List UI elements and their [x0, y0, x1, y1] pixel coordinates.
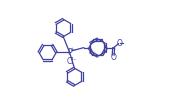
- Text: +: +: [70, 47, 75, 52]
- Text: O: O: [110, 53, 116, 62]
- Text: Cl: Cl: [66, 57, 74, 66]
- Text: P: P: [67, 48, 72, 57]
- Text: ⁻: ⁻: [72, 58, 76, 64]
- Text: O: O: [116, 39, 122, 48]
